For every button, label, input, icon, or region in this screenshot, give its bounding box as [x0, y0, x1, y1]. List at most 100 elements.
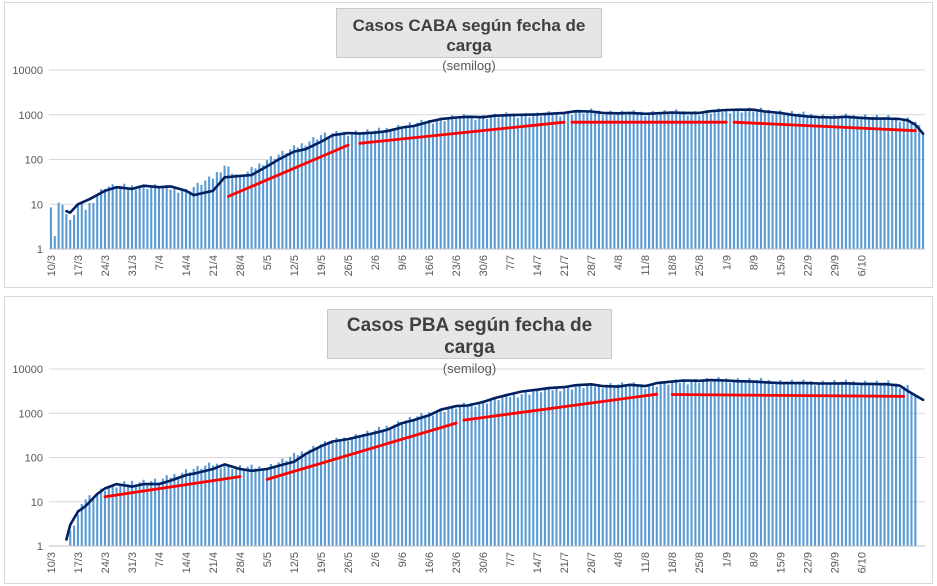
- trend-line: [670, 393, 906, 398]
- bar: [397, 125, 400, 249]
- bar: [844, 113, 847, 249]
- bar: [416, 122, 419, 249]
- bar: [296, 455, 299, 546]
- bar: [678, 113, 682, 250]
- bar: [659, 112, 662, 249]
- bar: [458, 116, 462, 250]
- bar: [617, 112, 620, 249]
- bar: [902, 386, 905, 546]
- bar: [343, 131, 346, 249]
- bar: [435, 120, 438, 249]
- bar: [593, 112, 597, 249]
- bar: [698, 115, 701, 249]
- bar: [123, 481, 126, 546]
- bar: [250, 166, 253, 249]
- bar: [894, 383, 898, 546]
- bar: [347, 135, 350, 249]
- bar: [825, 118, 828, 249]
- bar: [196, 182, 199, 249]
- x-tick-label: 28/4: [235, 255, 247, 276]
- bar: [265, 160, 269, 249]
- bar: [331, 440, 334, 546]
- bar: [138, 482, 141, 546]
- bar: [73, 525, 76, 546]
- bar: [200, 184, 203, 249]
- bar: [304, 145, 307, 249]
- bar: [462, 402, 465, 546]
- bar: [524, 391, 527, 546]
- x-tick-label: 11/8: [640, 552, 652, 573]
- x-tick-label: 19/5: [316, 255, 328, 276]
- bar: [790, 110, 793, 249]
- bar: [169, 189, 172, 249]
- bar: [316, 139, 319, 249]
- bar: [103, 490, 107, 546]
- x-tick-label: 15/9: [775, 255, 787, 276]
- bar: [624, 386, 627, 546]
- bar: [891, 119, 894, 249]
- bar: [254, 168, 257, 249]
- bar: [401, 128, 404, 249]
- bar: [127, 484, 130, 546]
- bar: [258, 466, 261, 546]
- bar: [431, 415, 435, 546]
- bar: [424, 415, 427, 546]
- bar: [844, 379, 847, 546]
- bar: [300, 451, 303, 546]
- bar: [582, 113, 585, 249]
- bar: [914, 121, 917, 249]
- bar: [312, 137, 315, 249]
- bar: [385, 425, 388, 546]
- x-tick-label: 28/7: [586, 552, 598, 573]
- bar: [289, 456, 292, 546]
- bar: [837, 384, 840, 546]
- x-tick-label: 30/6: [478, 255, 490, 276]
- bar: [416, 416, 419, 546]
- bar: [96, 195, 99, 249]
- bar: [898, 388, 901, 546]
- bar: [447, 408, 450, 546]
- bar: [632, 110, 635, 249]
- bar: [586, 110, 589, 249]
- chart-subtitle: (semilog): [442, 361, 497, 376]
- bar: [848, 383, 851, 546]
- bar: [906, 384, 909, 546]
- bar: [134, 189, 137, 249]
- bar: [154, 184, 157, 249]
- bar: [165, 184, 168, 249]
- bar: [906, 117, 909, 249]
- bar: [65, 214, 68, 249]
- bar: [902, 119, 905, 249]
- bar: [767, 109, 770, 250]
- bar: [412, 125, 415, 249]
- bar: [833, 114, 836, 249]
- x-tick-label: 17/3: [73, 255, 85, 276]
- bar: [597, 384, 600, 546]
- bar: [184, 189, 188, 249]
- x-tick-label: 23/6: [451, 552, 463, 573]
- bar: [107, 186, 110, 249]
- bar: [852, 114, 855, 250]
- bar: [748, 378, 751, 546]
- bar: [370, 433, 373, 546]
- bar: [235, 466, 238, 546]
- bar: [482, 115, 485, 250]
- bar: [759, 378, 763, 546]
- bar: [381, 130, 384, 249]
- bar: [864, 114, 867, 250]
- bar: [281, 150, 284, 249]
- bar: [431, 123, 435, 249]
- bar: [173, 473, 176, 546]
- bar: [566, 110, 570, 249]
- bar: [813, 118, 817, 249]
- bar: [875, 380, 878, 546]
- bar: [127, 187, 130, 249]
- x-tick-label: 30/6: [478, 552, 490, 573]
- x-tick-label: 2/6: [370, 255, 382, 270]
- bar: [478, 117, 481, 249]
- bar: [655, 115, 658, 249]
- x-tick-label: 6/10: [856, 552, 868, 573]
- x-tick-label: 12/5: [289, 255, 301, 276]
- bar: [223, 466, 226, 546]
- bar: [96, 492, 99, 546]
